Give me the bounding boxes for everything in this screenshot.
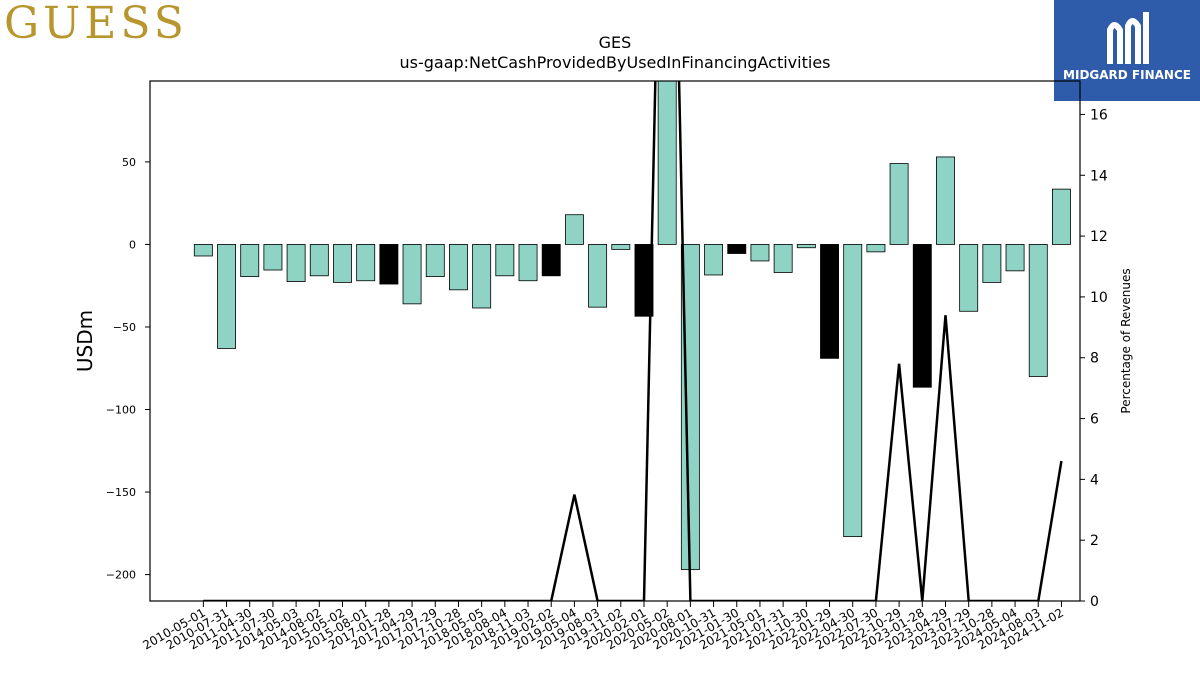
y-tick-label: −150 (106, 486, 136, 499)
bar (866, 244, 886, 253)
bar (727, 244, 747, 254)
bar (773, 244, 793, 273)
bar (356, 244, 376, 282)
y-tick-label: −200 (106, 569, 136, 582)
bar (959, 244, 979, 312)
bar (936, 156, 955, 245)
bar-series (193, 81, 1071, 571)
midgard-finance-badge: MIDGARD FINANCE (1054, 0, 1200, 101)
y-tick-label: −100 (106, 404, 136, 417)
chart-subtitle: us-gaap:NetCashProvidedByUsedInFinancing… (399, 53, 830, 72)
bar (193, 244, 213, 257)
bar (333, 244, 352, 283)
bar (472, 244, 492, 309)
bar (1005, 244, 1025, 272)
y-tick-label: 0 (129, 238, 136, 251)
bar (518, 244, 538, 282)
y2-tick-label: 4 (1090, 472, 1099, 488)
bar (309, 244, 329, 277)
y2-tick-label: 14 (1090, 168, 1108, 184)
bar (1052, 188, 1071, 245)
bar (796, 244, 816, 249)
percentage-line (203, 81, 1063, 601)
guess-logo: GUESS (4, 0, 188, 49)
y-tick-label: −50 (113, 321, 136, 334)
y2-tick-label: 16 (1090, 107, 1108, 123)
y2-tick-label: 10 (1090, 290, 1108, 306)
midgard-logo-icon (1107, 12, 1149, 64)
bar (634, 244, 654, 317)
bar (449, 244, 468, 291)
bar (541, 244, 561, 277)
plot-frame (149, 80, 1081, 602)
bar (564, 214, 584, 245)
bar (402, 244, 422, 305)
bar (263, 244, 283, 271)
y2-tick-label: 2 (1090, 533, 1099, 549)
bar (704, 244, 724, 276)
bar (286, 244, 306, 282)
bar (588, 244, 608, 308)
bar (982, 244, 1002, 283)
bar (912, 244, 932, 388)
midgard-finance-label: MIDGARD FINANCE (1063, 68, 1191, 82)
chart-title: GES (599, 33, 632, 52)
y2-tick-label: 6 (1090, 412, 1099, 428)
bar (425, 244, 445, 278)
bar (750, 244, 770, 262)
bar (657, 81, 677, 245)
bar (843, 244, 863, 538)
bar (379, 244, 399, 285)
bar (217, 244, 236, 349)
bar (820, 244, 839, 359)
y-tick-label: 50 (122, 156, 136, 169)
axes: −200−150−100−5005002468101214162010-05-0… (106, 80, 1108, 652)
y2-tick-label: 12 (1090, 229, 1108, 245)
bar (240, 244, 260, 278)
percentage-line-series (203, 81, 1063, 601)
y2-axis-label: Percentage of Revenues (1119, 268, 1133, 413)
y-axis-label: USDm (73, 310, 97, 372)
y2-tick-label: 0 (1090, 594, 1099, 610)
bar (611, 244, 631, 250)
y2-tick-label: 8 (1090, 351, 1099, 367)
bar (889, 163, 909, 245)
bar (495, 244, 515, 277)
bar (1028, 244, 1048, 377)
